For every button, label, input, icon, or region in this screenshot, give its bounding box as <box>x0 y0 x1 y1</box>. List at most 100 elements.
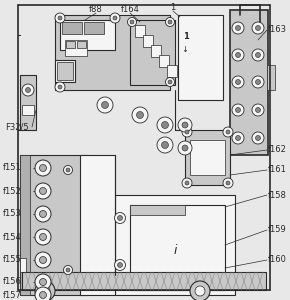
Text: f151: f151 <box>3 164 22 172</box>
Circle shape <box>35 206 51 222</box>
Circle shape <box>110 13 120 23</box>
Text: i: i <box>173 244 177 256</box>
Text: ↓: ↓ <box>182 45 188 54</box>
Bar <box>130 205 225 290</box>
Circle shape <box>255 80 260 85</box>
Bar <box>135 25 145 37</box>
Circle shape <box>64 266 72 274</box>
Bar <box>84 22 104 34</box>
Circle shape <box>157 117 173 133</box>
Bar <box>60 20 115 50</box>
Circle shape <box>185 181 189 185</box>
Circle shape <box>39 164 46 172</box>
Circle shape <box>235 80 240 85</box>
Circle shape <box>235 52 240 58</box>
Circle shape <box>35 160 51 176</box>
Text: 1: 1 <box>171 4 176 13</box>
Circle shape <box>35 183 51 199</box>
Text: f159: f159 <box>268 226 287 235</box>
Bar <box>130 20 175 85</box>
Bar <box>180 17 221 98</box>
Circle shape <box>137 112 144 118</box>
Text: F32/5: F32/5 <box>5 122 29 131</box>
Bar <box>143 35 153 47</box>
Circle shape <box>232 104 244 116</box>
Circle shape <box>66 168 70 172</box>
Circle shape <box>255 52 260 58</box>
Circle shape <box>35 281 55 300</box>
Text: f160: f160 <box>268 256 287 265</box>
Circle shape <box>252 104 264 116</box>
Circle shape <box>182 122 188 128</box>
Text: f158: f158 <box>268 190 287 200</box>
Circle shape <box>252 76 264 88</box>
Bar <box>190 140 225 175</box>
Bar <box>55 15 170 90</box>
Circle shape <box>35 229 51 245</box>
Circle shape <box>182 127 192 137</box>
Circle shape <box>55 13 65 23</box>
Circle shape <box>162 122 168 128</box>
Bar <box>57 62 73 80</box>
Circle shape <box>166 17 175 26</box>
Circle shape <box>185 130 189 134</box>
Circle shape <box>235 136 240 140</box>
Circle shape <box>232 49 244 61</box>
Circle shape <box>132 107 148 123</box>
Bar <box>20 258 26 272</box>
Circle shape <box>255 136 260 140</box>
Circle shape <box>39 188 46 194</box>
Bar <box>115 195 235 295</box>
Text: f161: f161 <box>268 166 287 175</box>
Circle shape <box>235 107 240 112</box>
Circle shape <box>226 130 230 134</box>
Text: f156: f156 <box>3 278 22 286</box>
Circle shape <box>235 26 240 31</box>
Bar <box>55 60 75 82</box>
Circle shape <box>223 178 233 188</box>
Circle shape <box>115 260 126 271</box>
Circle shape <box>113 16 117 20</box>
Circle shape <box>232 76 244 88</box>
Circle shape <box>168 20 172 24</box>
Circle shape <box>182 178 192 188</box>
Circle shape <box>117 215 122 220</box>
Circle shape <box>66 268 70 272</box>
Text: f88: f88 <box>89 5 103 14</box>
Circle shape <box>39 278 46 286</box>
Circle shape <box>39 211 46 218</box>
Circle shape <box>178 141 192 155</box>
Circle shape <box>232 22 244 34</box>
Circle shape <box>232 132 244 144</box>
Circle shape <box>35 287 51 300</box>
Text: f163: f163 <box>268 26 287 34</box>
Bar <box>62 22 82 34</box>
Bar <box>178 15 223 100</box>
Circle shape <box>157 137 173 153</box>
Text: 1: 1 <box>183 32 189 41</box>
Bar <box>65 40 87 56</box>
Circle shape <box>178 118 192 132</box>
Bar <box>267 65 275 90</box>
Bar <box>82 157 113 293</box>
Circle shape <box>39 292 46 298</box>
Circle shape <box>182 145 188 151</box>
Circle shape <box>102 101 108 109</box>
Circle shape <box>128 17 137 26</box>
Bar <box>167 65 177 77</box>
Circle shape <box>64 166 72 175</box>
Text: f154: f154 <box>3 232 22 242</box>
Bar <box>80 155 115 295</box>
Circle shape <box>39 233 46 241</box>
Circle shape <box>39 256 46 263</box>
Circle shape <box>40 286 50 296</box>
Bar <box>22 272 266 290</box>
Bar <box>77 41 86 48</box>
Circle shape <box>130 20 134 24</box>
Circle shape <box>97 97 113 113</box>
Text: f157: f157 <box>3 290 22 299</box>
Bar <box>20 155 30 295</box>
Bar <box>159 55 169 67</box>
Text: f162: f162 <box>268 146 287 154</box>
Circle shape <box>35 274 51 290</box>
